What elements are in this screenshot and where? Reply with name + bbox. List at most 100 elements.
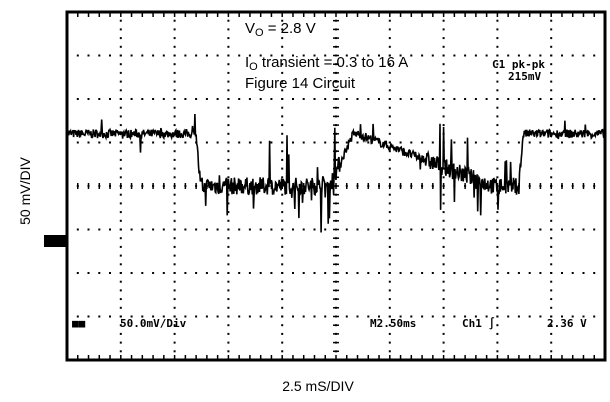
grid-dot [593,98,596,100]
grid-dot [442,237,445,240]
grid-dot [442,245,445,248]
grid-dot [119,28,122,31]
grid-dot [119,332,122,335]
grid-dot [302,315,305,318]
grid-dot [184,98,187,100]
grid-dot [259,272,262,274]
grid-dot [227,245,230,248]
pk-pk-value: 215mV [508,70,542,83]
grid-dot [388,141,391,144]
grid-dot [173,306,176,309]
grid-dot [119,19,122,22]
grid-dot [87,141,90,144]
grid-dot [442,289,445,292]
grid-dot [173,298,176,301]
grid-dot [119,37,122,40]
grid-dot [388,167,391,170]
grid-dot [119,237,122,240]
grid-dot [388,350,391,353]
grid-dot [496,211,499,214]
grid-dot [173,115,176,118]
grid-dot [173,228,176,231]
grid-dot [517,54,520,57]
grid-dot [173,263,176,266]
grid-dot [496,219,499,222]
pk-pk-label: C1 pk-pk [492,58,545,71]
grid-dot [507,272,510,274]
grid-dot [442,298,445,301]
grid-dot [184,141,187,144]
grid-dot [388,98,391,100]
grid-dot [281,202,284,205]
grid-dot [216,98,219,100]
grid-dot [356,315,359,318]
grid-dot [195,272,198,274]
grid-dot [496,272,499,274]
grid-dot [238,141,241,144]
grid-dot [281,71,284,74]
grid-dot [561,98,563,100]
grid-dot [281,89,284,92]
grid-dot [367,228,370,231]
grid-dot [173,211,176,214]
grid-dot [281,228,284,231]
grid-dot [130,98,133,100]
grid-dot [388,254,391,257]
grid-dot [173,167,176,170]
grid-dot [550,89,553,92]
grid-dot [259,54,262,57]
grid-dot [270,272,273,274]
grid-dot [550,71,553,74]
grid-dot [485,315,488,318]
grid-dot [496,115,499,118]
grid-dot [388,289,391,292]
grid-dot [442,350,445,353]
grid-dot [388,324,391,327]
grid-dot [281,98,284,100]
grid-dot [442,219,445,222]
grid-dot [604,54,606,57]
grid-dot [496,89,499,92]
grid-dot [119,263,122,266]
grid-dot [248,98,251,100]
grid-dot [313,98,316,100]
grid-dot [76,141,79,144]
grid-dot [227,341,230,344]
grid-dot [281,54,284,57]
grid-dot [173,332,176,335]
grid-dot [119,176,122,179]
grid-dot [496,263,499,266]
grid-dot [205,54,208,57]
grid-dot [496,280,499,283]
grid-dot [442,115,445,118]
grid-dot [119,89,122,92]
grid-dot [388,54,391,57]
grid-dot [227,124,230,127]
grid-dot [76,272,79,274]
grid-dot [517,98,520,100]
grid-dot [248,315,251,318]
grid-dot [313,141,316,144]
grid-dot [345,272,348,274]
trigger-readout: Ch1 ∫ [462,317,496,330]
grid-dot [388,211,391,214]
grid-dot [173,158,176,161]
grid-dot [496,306,499,309]
grid-dot [367,315,370,318]
grid-dot [162,315,165,318]
grid-dot [442,176,445,179]
grid-dot [216,315,219,318]
grid-dot [388,45,391,48]
grid-dot [496,245,499,248]
grid-dot [464,272,467,274]
grid-dot [205,272,208,274]
grid-dot [356,98,359,100]
grid-dot [496,106,499,109]
grid-dot [238,98,241,100]
grid-dot [550,272,553,274]
grid-dot [388,202,391,205]
grid-dot [130,54,133,57]
grid-dot [227,89,230,92]
grid-dot [388,332,391,335]
grid-dot [119,245,122,248]
